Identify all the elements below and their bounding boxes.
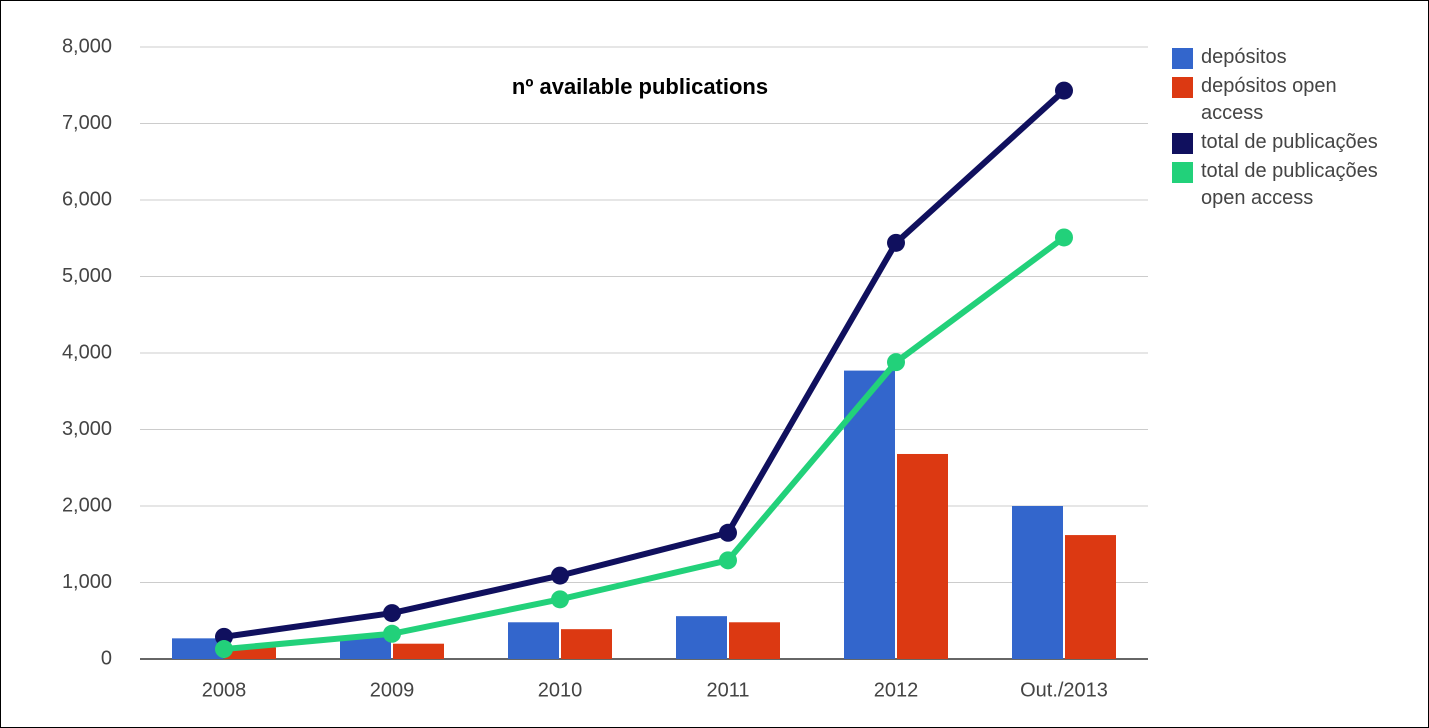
y-tick-label: 1,000 xyxy=(62,571,112,593)
grid xyxy=(140,46,1148,660)
legend: depósitos depósitos open access total de p… xyxy=(1172,44,1387,214)
bar xyxy=(225,647,276,659)
bar xyxy=(393,643,444,659)
x-tick-label: 2009 xyxy=(370,679,415,701)
point xyxy=(719,551,737,570)
bar xyxy=(844,370,895,659)
legend-item: depósitos open access xyxy=(1172,73,1387,127)
chart-title: nº available publications xyxy=(512,74,768,99)
legend-item: total de publicações open access xyxy=(1172,158,1387,212)
bar xyxy=(1012,506,1063,659)
bar xyxy=(340,636,391,659)
y-tick-label: 0 xyxy=(101,647,112,669)
bar xyxy=(172,638,223,659)
point xyxy=(1055,81,1073,100)
y-tick-label: 4,000 xyxy=(62,341,112,363)
bar xyxy=(729,622,780,659)
y-tick-label: 2,000 xyxy=(62,494,112,516)
legend-swatch xyxy=(1172,48,1193,69)
x-tick-label: 2008 xyxy=(202,679,247,701)
bar xyxy=(897,453,948,659)
point xyxy=(215,640,233,659)
point xyxy=(887,233,905,252)
legend-swatch xyxy=(1172,162,1193,183)
point xyxy=(719,523,737,542)
x-tick-label: 2010 xyxy=(538,679,583,701)
legend-item: total de publicações xyxy=(1172,129,1387,156)
x-tick-label: 2011 xyxy=(706,679,749,701)
bar xyxy=(1065,535,1116,659)
line xyxy=(223,88,1067,640)
point xyxy=(383,624,401,643)
y-tick-label: 5,000 xyxy=(62,265,112,287)
bar xyxy=(676,616,727,659)
x-tick-label: 2012 xyxy=(874,679,919,701)
bar xyxy=(508,622,559,659)
legend-label: depósitos xyxy=(1201,46,1287,68)
line xyxy=(223,235,1066,653)
point xyxy=(1055,228,1073,247)
legend-item: depósitos xyxy=(1172,44,1387,71)
legend-swatch xyxy=(1172,133,1193,154)
legend-swatch xyxy=(1172,77,1193,98)
point xyxy=(551,590,569,609)
legend-label: depósitos open access xyxy=(1201,75,1337,124)
y-tick-label: 8,000 xyxy=(62,35,112,57)
y-tick-label: 6,000 xyxy=(62,188,112,210)
y-tick-label: 3,000 xyxy=(62,418,112,440)
bar xyxy=(561,629,612,659)
legend-label: total de publicações open access xyxy=(1201,160,1378,209)
legend-label: total de publicações xyxy=(1201,131,1378,153)
y-tick-label: 7,000 xyxy=(62,112,112,134)
point xyxy=(551,566,569,585)
x-tick-label: Out./2013 xyxy=(1020,679,1108,701)
point xyxy=(383,604,401,623)
point xyxy=(887,353,905,372)
